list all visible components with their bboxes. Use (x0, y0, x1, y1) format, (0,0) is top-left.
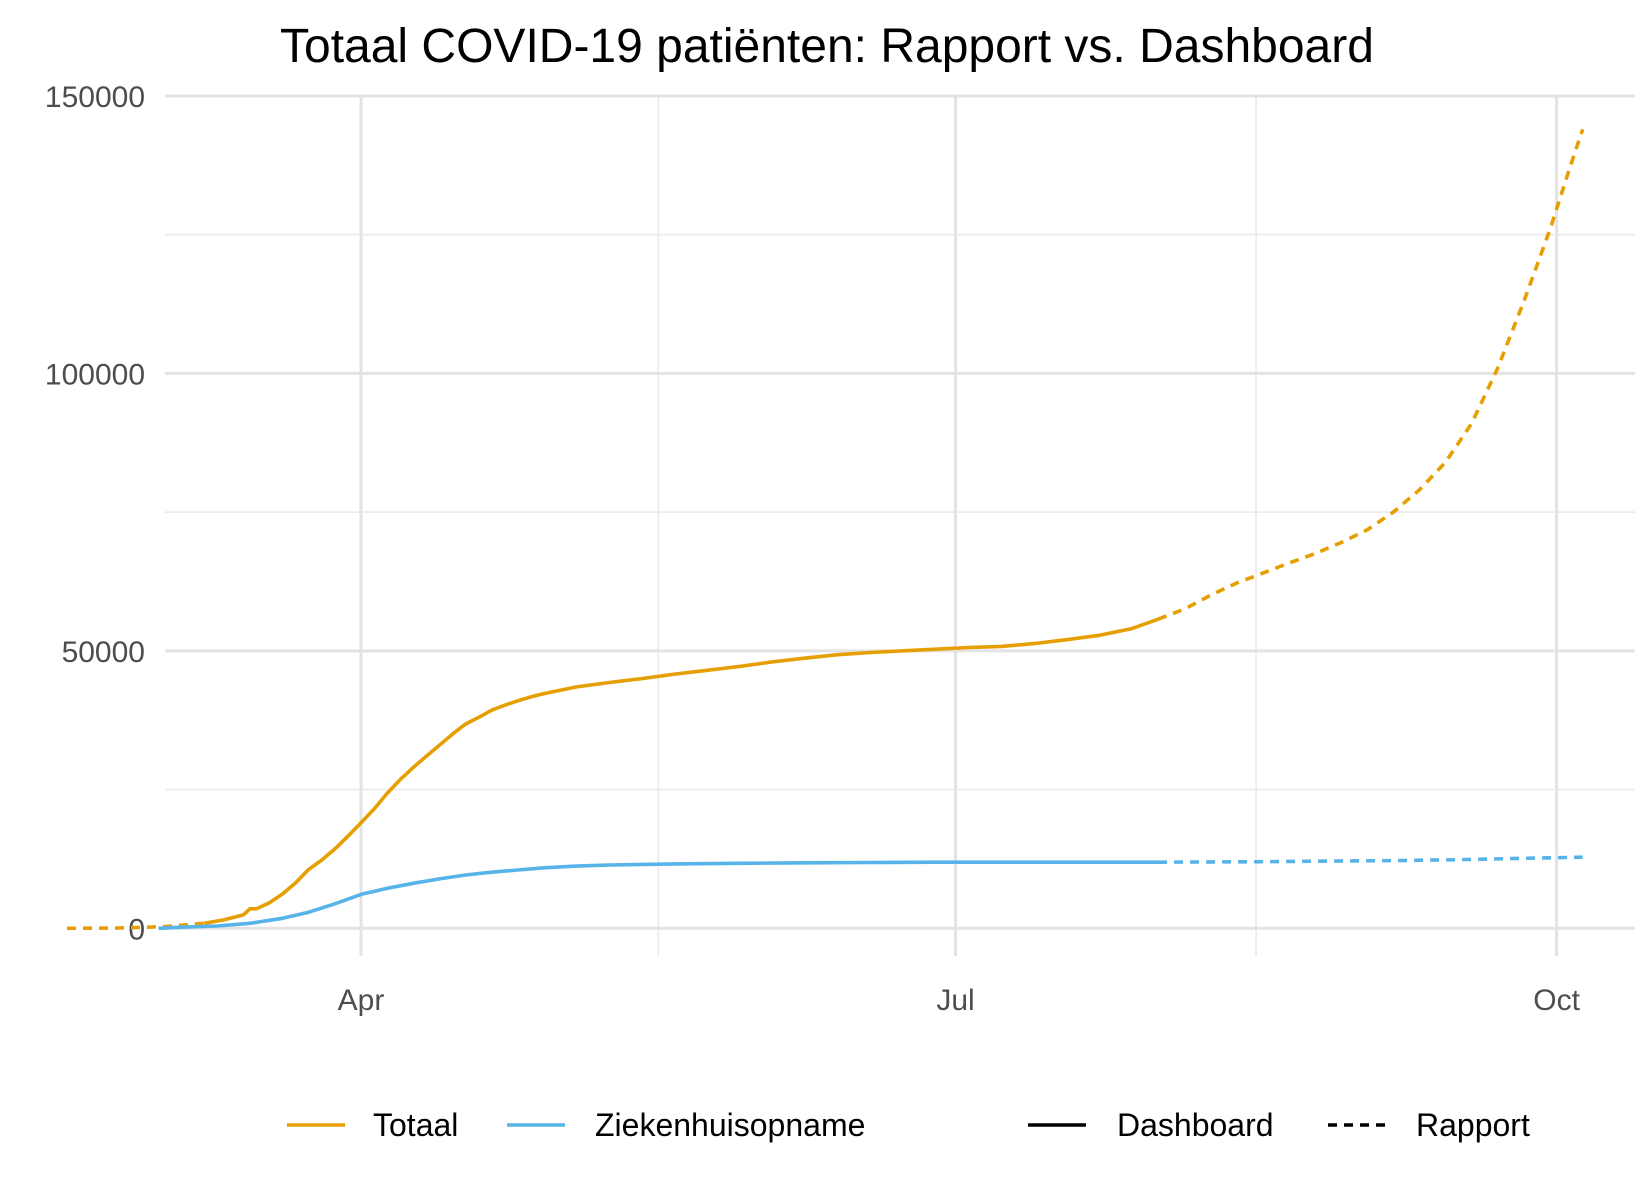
legend-label: Rapport (1416, 1107, 1530, 1143)
x-tick-label: Oct (1533, 984, 1580, 1017)
legend-label: Ziekenhuisopname (595, 1107, 865, 1143)
x-tick-label: Jul (936, 984, 974, 1017)
series-line-totaal-rapport (1157, 128, 1585, 621)
series-line-ziekenhuisopname-dashboard (158, 860, 1159, 931)
legend-label: Totaal (373, 1107, 458, 1143)
legend: Totaal Ziekenhuisopname Dashboard Rapport (287, 1107, 1530, 1143)
x-tick-label: Apr (338, 984, 385, 1017)
chart-title: Totaal COVID-19 patiënten: Rapport vs. D… (280, 20, 1374, 73)
y-tick-label: 0 (128, 913, 145, 946)
legend-label: Dashboard (1117, 1107, 1274, 1143)
y-tick-label: 100000 (45, 358, 145, 391)
series-line-totaal-dashboard (203, 617, 1159, 926)
series-line-totaal-rapport (66, 921, 205, 931)
series-layer (66, 128, 1585, 931)
series-line-ziekenhuisopname-rapport (1158, 855, 1583, 864)
y-tick-label: 150000 (45, 81, 145, 114)
grid-layer (165, 94, 1635, 956)
y-tick-label: 50000 (62, 636, 145, 669)
axis-tick-labels: 150000 100000 50000 0 Apr Jul Oct (45, 81, 1581, 1017)
